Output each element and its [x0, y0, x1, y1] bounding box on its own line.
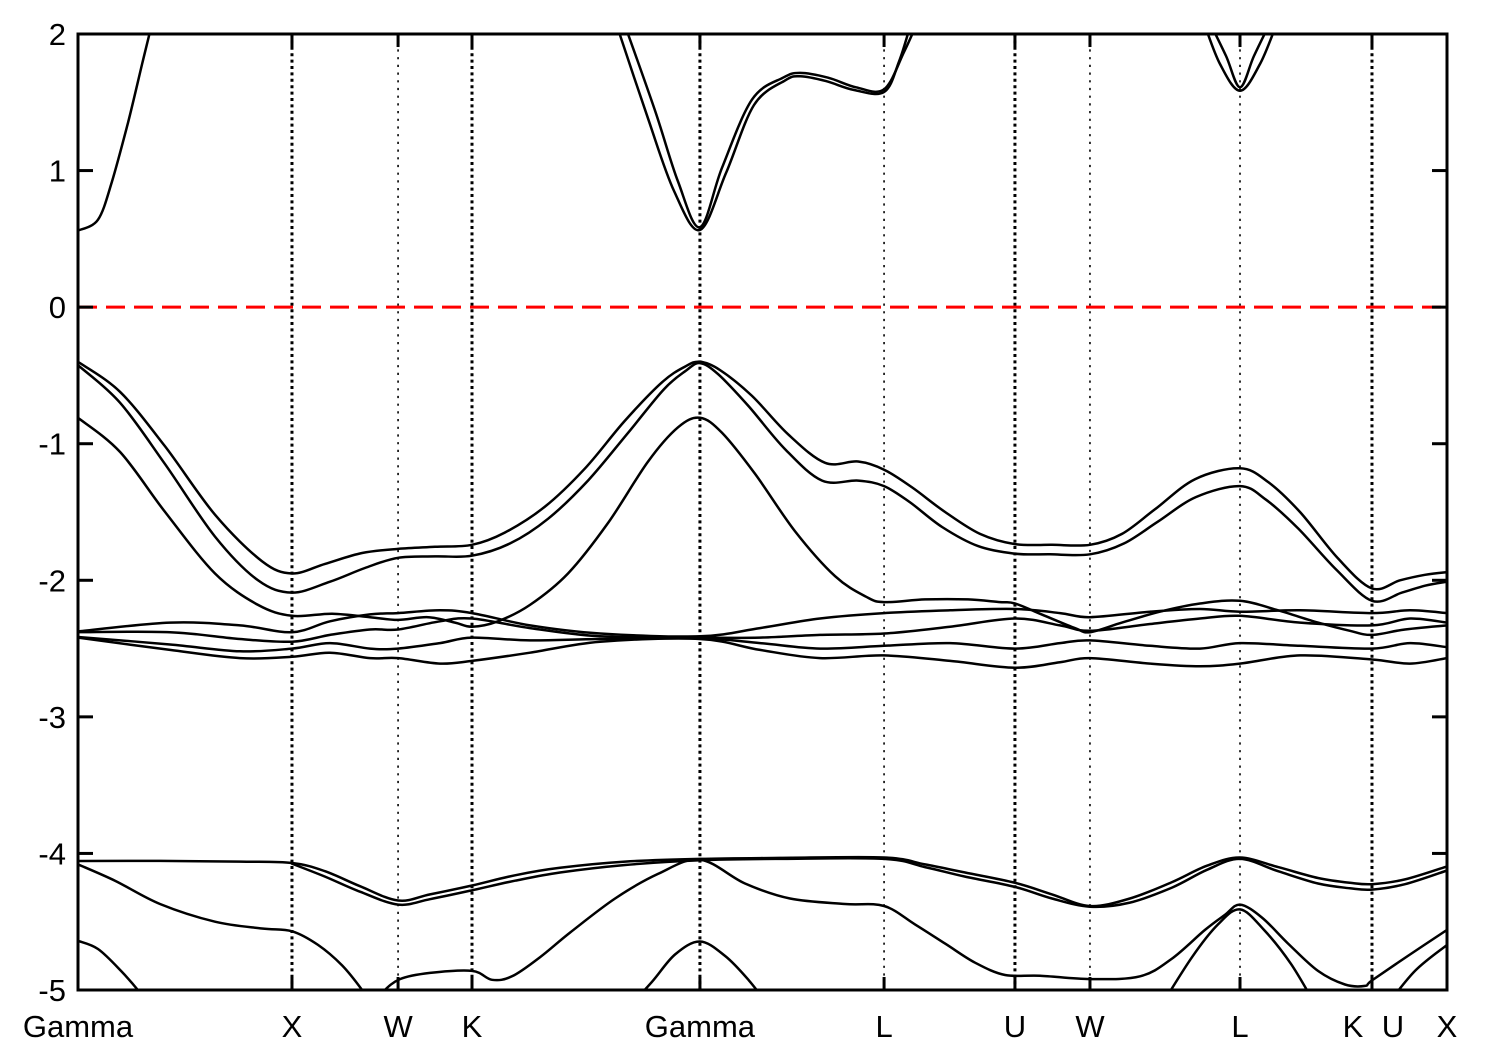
- band-path-d-band-1: [78, 607, 1447, 638]
- plot-border: [76, 32, 1449, 992]
- x-symmetry-label-x: X: [1437, 1009, 1458, 1044]
- band-path-deep-3-gamma2: [642, 940, 759, 990]
- band-path-d-band-4: [78, 636, 1447, 669]
- x-symmetry-label-u: U: [1004, 1009, 1026, 1044]
- y-tick-label: 0: [49, 290, 66, 325]
- x-symmetry-label-x: X: [282, 1009, 303, 1044]
- y-tick-label: -3: [38, 700, 66, 735]
- y-tick-label: -4: [38, 836, 66, 871]
- band-path-conduction-L2-b: [1214, 34, 1266, 89]
- y-tick-label: 1: [49, 154, 66, 189]
- x-symmetry-label-k: K: [1343, 1009, 1364, 1044]
- x-symmetry-label-w: W: [383, 1009, 413, 1044]
- band-path-conduction-a: [618, 34, 910, 232]
- x-symmetry-label-gamma: Gamma: [645, 1009, 756, 1044]
- band-path-conduction-b: [626, 34, 914, 229]
- x-symmetry-label-l: L: [875, 1009, 892, 1044]
- band-path-deep-3-L2: [1169, 908, 1309, 990]
- band-path-deep-3-gamma1: [78, 939, 140, 990]
- x-symmetry-label-gamma: Gamma: [23, 1009, 134, 1044]
- y-tick-label: -1: [38, 427, 66, 462]
- x-symmetry-label-u: U: [1382, 1009, 1404, 1044]
- band-path-deep-1: [78, 855, 1447, 908]
- bands-group: [78, 34, 1447, 990]
- y-tick-label: -5: [38, 973, 66, 1008]
- band-path-d-band-3: [78, 635, 1447, 653]
- x-symmetry-label-w: W: [1075, 1009, 1105, 1044]
- x-symmetry-label-l: L: [1231, 1009, 1248, 1044]
- band-path-valence-3: [78, 416, 1447, 637]
- band-path-d-band-2: [78, 614, 1447, 644]
- band-path-deep-1-partner: [290, 856, 1447, 909]
- band-path-conduction-gamma1: [78, 34, 151, 232]
- x-symmetry-label-k: K: [462, 1009, 483, 1044]
- y-tick-label: 2: [49, 17, 66, 52]
- y-tick-label: -2: [38, 563, 66, 598]
- band-path-valence-2: [78, 361, 1447, 603]
- band-path-deep-2: [78, 858, 1447, 990]
- band-path-valence-1: [78, 360, 1447, 591]
- band-path-deep-3-right: [1397, 943, 1447, 990]
- band-path-conduction-L2-a: [1206, 34, 1275, 92]
